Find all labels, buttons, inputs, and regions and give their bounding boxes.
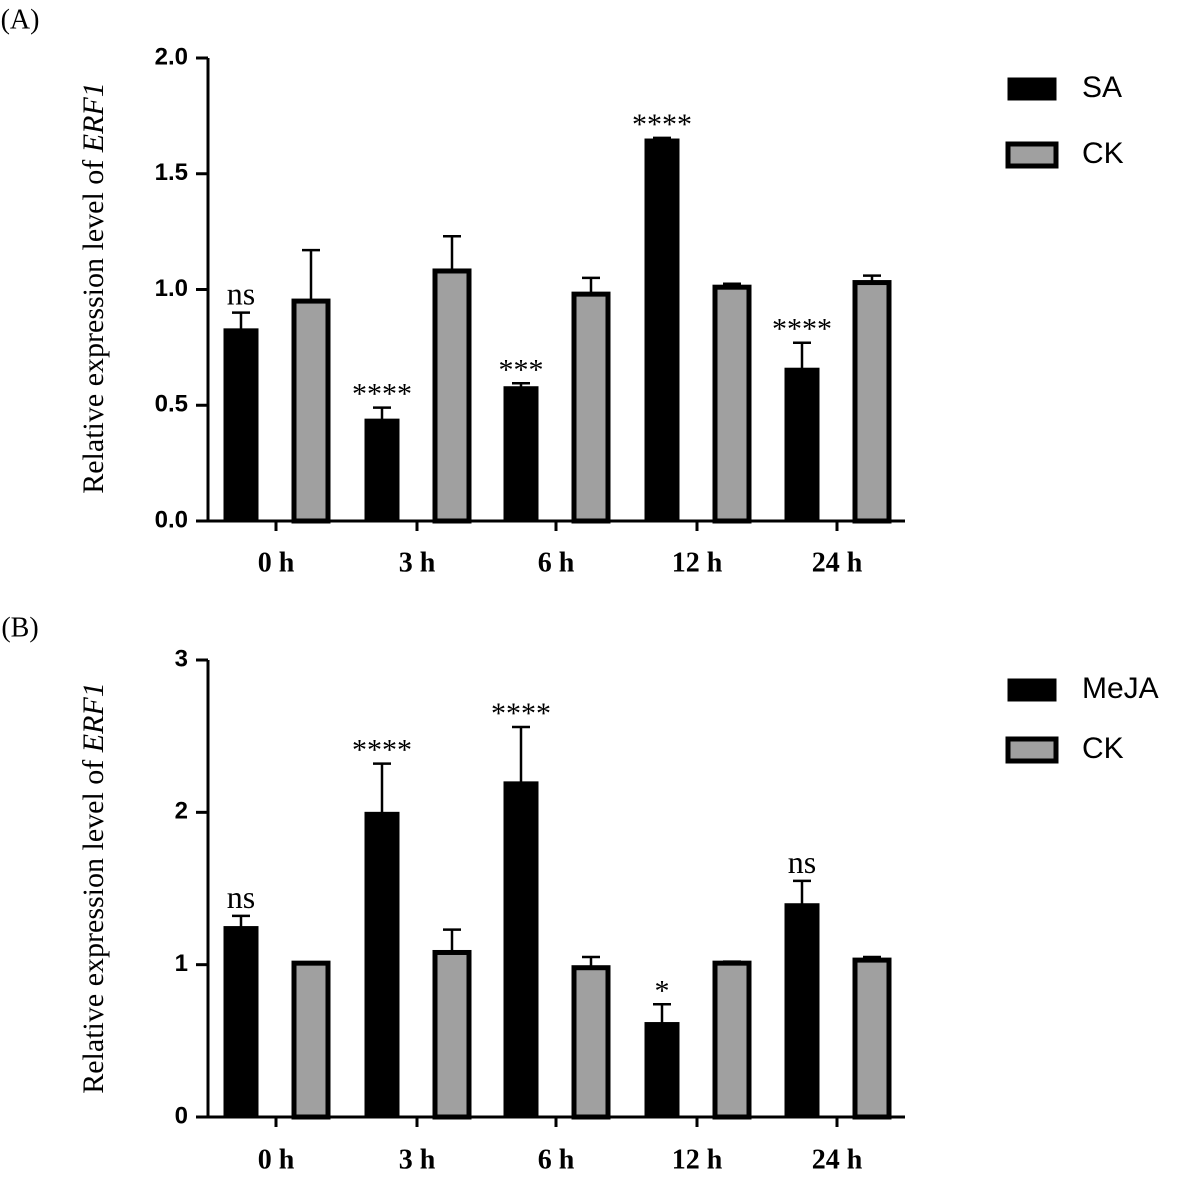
panel-b-x-tick-label: 6 h — [538, 1144, 575, 1175]
panel-a-x-tick-label: 24 h — [812, 547, 863, 578]
panel-a-y-axis-label-gene: ERF1 — [77, 82, 110, 153]
panel-b-bar-ck — [712, 960, 752, 1120]
panel-a-significance-label: *** — [499, 353, 544, 386]
legend-b-label-ck: CK — [1082, 732, 1124, 765]
panel-a-significance-label: **** — [352, 378, 412, 411]
panel-a-bar-ck — [852, 280, 892, 524]
panel-b-significance-label: ns — [227, 879, 255, 915]
panel-a-bar-sa — [644, 138, 680, 522]
panel-b-y-tick-label: 2 — [175, 798, 188, 825]
panel-b-significance-label: * — [655, 974, 670, 1007]
panel-a-bar-ck — [291, 298, 331, 524]
panel-a-y-tick-label: 0.5 — [155, 391, 188, 418]
legend-a-label-sa: SA — [1082, 71, 1122, 104]
legend-a-swatch-sa — [1007, 77, 1057, 101]
panel-a-y-tick-label: 0.0 — [155, 506, 188, 533]
legend-a-swatch-ck — [1005, 141, 1059, 169]
panel-b-x-tick-label: 0 h — [258, 1144, 295, 1175]
panel-a-bar-ck — [571, 291, 611, 524]
panel-a-y-tick-label: 2.0 — [155, 43, 188, 70]
panel-a-bar-sa — [364, 418, 400, 522]
panel-b-bar-ck — [432, 949, 472, 1120]
panel-b-significance-label: **** — [491, 697, 551, 730]
panel-a: (A) 0.0 0.5 1.0 1.5 2.0 Relative expression le… — [1, 4, 1124, 578]
panel-b-significance-label: ns — [788, 844, 816, 880]
panel-a-significance-label: **** — [772, 313, 832, 346]
panel-a-y-axis-label-prefix: Relative expression level of — [77, 152, 110, 494]
panel-b-bar-meja — [223, 926, 259, 1118]
panel-b-y-tick-label: 1 — [175, 950, 188, 977]
panel-a-significance-label: ns — [227, 276, 255, 312]
panel-a-bar-sa — [503, 386, 539, 522]
legend-b-swatch-meja — [1007, 678, 1057, 702]
legend-b-swatch-ck — [1005, 736, 1059, 764]
panel-a-significance-label: **** — [632, 108, 692, 141]
panel-b-x-tick-label: 24 h — [812, 1144, 863, 1175]
panel-a-x-tick-label: 6 h — [538, 547, 575, 578]
panel-b-y-axis-label-prefix: Relative expression level of — [77, 752, 110, 1094]
legend-b-label-meja: MeJA — [1082, 672, 1159, 705]
panel-a-x-tick-label: 12 h — [672, 547, 723, 578]
panel-b: (B) 0 1 2 3 Relative expression level of ERF1… — [1, 612, 1158, 1175]
panel-a-x-tick-label: 0 h — [258, 547, 295, 578]
panel-a-y-tick-label: 1.0 — [155, 275, 188, 302]
panel-a-bar-ck — [712, 284, 752, 524]
panel-a-x-tick-label: 3 h — [399, 547, 436, 578]
panel-b-y-axis-label-gene: ERF1 — [77, 682, 110, 753]
panel-b-x-tick-label: 3 h — [399, 1144, 436, 1175]
panel-a-bar-ck — [432, 268, 472, 524]
panel-b-x-tick-label: 12 h — [672, 1144, 723, 1175]
panel-b-bar-meja — [364, 811, 400, 1118]
panel-b-bar-ck — [852, 957, 892, 1120]
panel-a-y-tick-label: 1.5 — [155, 159, 188, 186]
panel-a-bar-sa — [223, 328, 259, 522]
panel-a-label: (A) — [1, 4, 40, 35]
panel-b-y-axis-label: Relative expression level of ERF1 — [77, 682, 110, 1094]
panel-b-bar-ck — [291, 960, 331, 1120]
legend-a-label-ck: CK — [1082, 137, 1124, 170]
panel-b-y-tick-label: 0 — [175, 1102, 188, 1129]
panel-b-bar-meja — [644, 1022, 680, 1118]
panel-b-bar-ck — [571, 965, 611, 1120]
panel-b-label: (B) — [1, 612, 38, 643]
panel-b-y-tick-label: 3 — [175, 645, 188, 672]
panel-b-significance-label: **** — [352, 734, 412, 767]
panel-a-bar-sa — [784, 367, 820, 522]
panel-a-y-axis-label: Relative expression level of ERF1 — [77, 82, 110, 494]
panel-b-bar-meja — [503, 781, 539, 1118]
panel-b-bar-meja — [784, 903, 820, 1118]
